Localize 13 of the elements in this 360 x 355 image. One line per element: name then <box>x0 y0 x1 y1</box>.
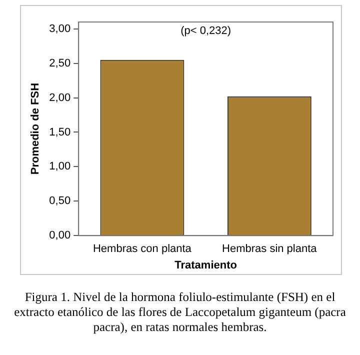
y-tick-label: 3,00 <box>49 22 71 35</box>
annotation: (p< 0,232) <box>180 24 232 37</box>
y-tick-label: 0,50 <box>49 195 71 208</box>
y-axis-title: Promedio de FSH <box>30 82 42 175</box>
x-tick-label: Hembras con planta <box>92 243 192 256</box>
y-tick-label: 1,00 <box>49 160 71 173</box>
y-tick-label: 1,50 <box>49 126 71 138</box>
y-tick-label: 2,50 <box>49 57 71 70</box>
x-tick-label: Hembras sin planta <box>222 243 318 256</box>
x-axis-title: Tratamiento <box>174 259 238 272</box>
text: Figura 1. Nivel de la hormona foliulo-estimulante (FSH) en el extracto etanólico de las flores de Laccopetalum giganteum (pacra pacra), en ratas normales hembras. <box>13 290 347 335</box>
y-tick-label: 0,00 <box>49 230 71 242</box>
y-tick-label: 2,00 <box>49 92 71 104</box>
